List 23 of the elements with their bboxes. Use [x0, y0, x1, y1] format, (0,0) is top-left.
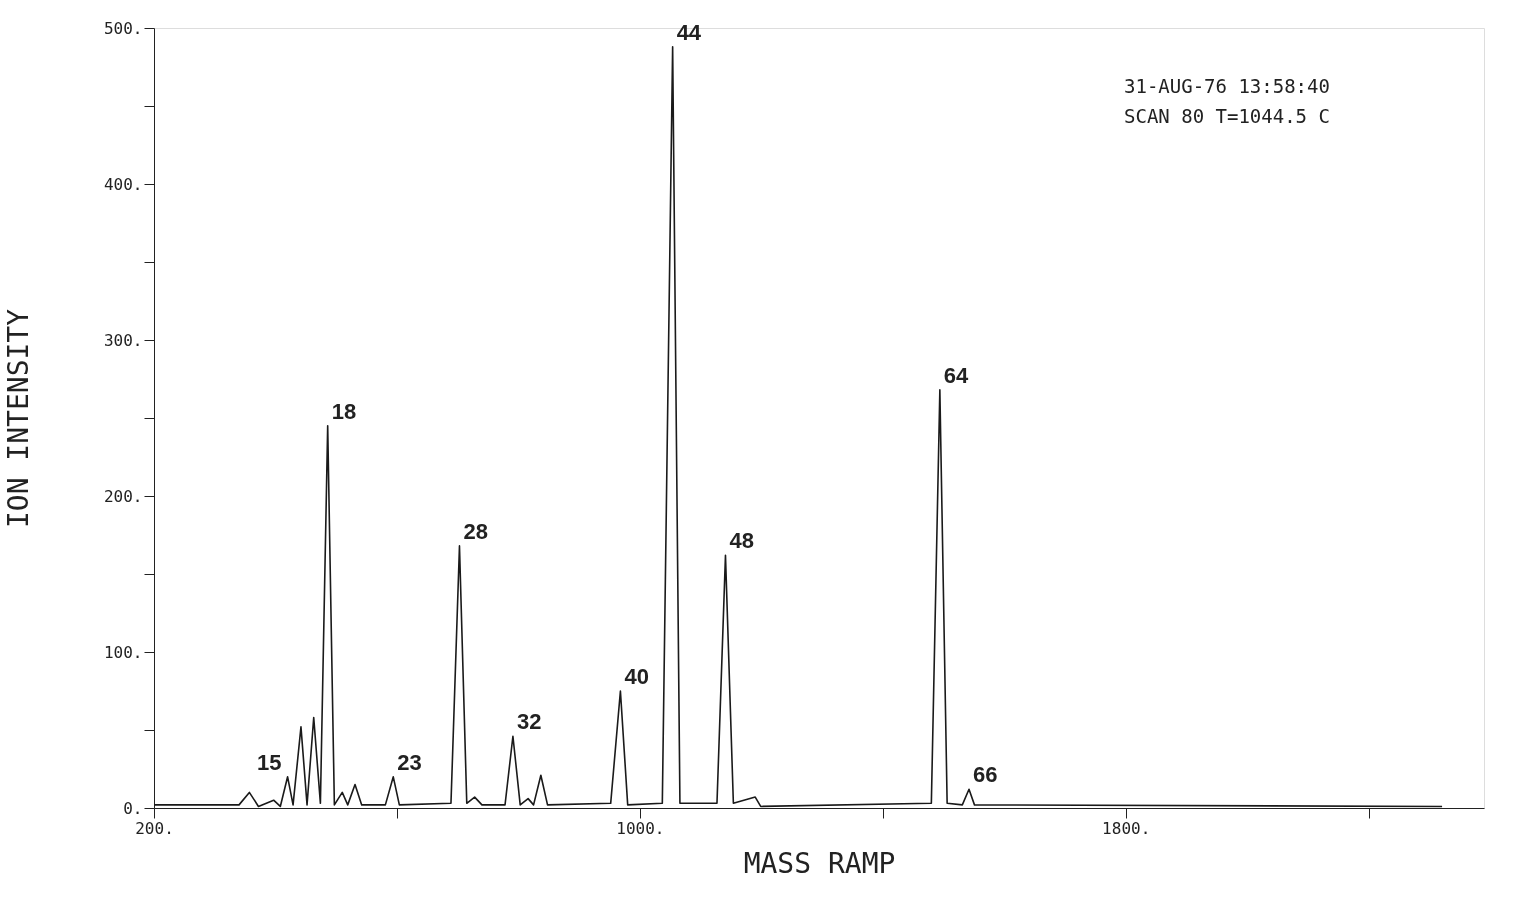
y-tick-label: 200.	[103, 486, 143, 506]
annotation: 31-AUG-76 13:58:40	[1124, 75, 1330, 97]
annotation: SCAN 80 T=1044.5 C	[1124, 105, 1330, 127]
y-axis-title: ION INTENSITY	[1, 308, 35, 529]
annotation: 64	[943, 362, 970, 388]
annotation: 44	[676, 19, 702, 45]
annotation: 28	[463, 518, 488, 544]
x-tick-label: 200.	[135, 818, 174, 838]
annotation: 66	[973, 762, 998, 788]
annotation: 40	[624, 664, 649, 689]
y-tick-label: 300.	[103, 330, 143, 350]
x-tick-label: 1000.	[616, 818, 665, 838]
y-tick-label: 400.	[103, 174, 143, 194]
annotation: 18	[331, 398, 357, 424]
annotation: 48	[729, 528, 754, 554]
y-tick-label: 100.	[103, 642, 143, 662]
annotation: 15	[257, 749, 282, 775]
x-tick-label: 1800.	[1102, 818, 1151, 838]
y-tick-label: 500.	[103, 18, 143, 38]
x-axis-title: MASS RAMP	[743, 846, 896, 880]
y-tick-label: 0.	[123, 798, 143, 818]
annotation: 23	[397, 749, 422, 775]
annotation: 32	[516, 709, 542, 735]
